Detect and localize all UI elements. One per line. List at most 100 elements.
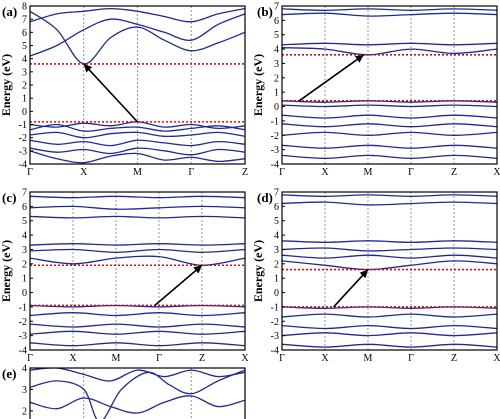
y-tick-label: 1 <box>274 274 279 285</box>
band-line-6 <box>30 131 245 139</box>
plot-frame <box>29 191 246 351</box>
x-tick-label: Γ <box>156 353 162 364</box>
y-axis-title: Energy (eV) <box>251 54 265 116</box>
y-tick-label: 6 <box>274 202 279 213</box>
y-tick-label: 7 <box>22 15 27 26</box>
bands-group <box>282 194 497 348</box>
band-line-10 <box>30 330 245 335</box>
y-tick-label: 6 <box>274 16 279 27</box>
y-tick-label: -2 <box>19 317 27 328</box>
panel-label: (a) <box>2 4 17 19</box>
panel-label: (e) <box>2 366 16 381</box>
band-line-2 <box>282 201 497 206</box>
band-line-10 <box>282 144 497 149</box>
x-tick-label: X <box>69 353 77 364</box>
x-tick-label: Γ <box>279 353 285 364</box>
x-tick-label: M <box>364 353 373 364</box>
band-line-5 <box>282 254 497 259</box>
y-tick-label: 3 <box>274 245 279 256</box>
y-tick-label: -2 <box>271 317 279 328</box>
y-tick-label: 2 <box>22 406 27 417</box>
transition-arrowhead <box>359 269 368 279</box>
y-tick-label: 0 <box>22 288 27 299</box>
band-line-8 <box>282 123 497 128</box>
plot-frame <box>281 191 498 351</box>
y-tick-label: 4 <box>22 54 27 65</box>
plot-frame <box>29 367 246 419</box>
band-line-5 <box>282 100 497 103</box>
band-line-7 <box>30 139 245 147</box>
x-tick-label: Z <box>451 353 457 364</box>
x-tick-label: X <box>493 167 500 178</box>
transition-arrow <box>154 264 203 307</box>
band-line-5 <box>30 123 245 132</box>
y-tick-label: 5 <box>22 216 27 227</box>
x-tick-label: Γ <box>27 167 33 178</box>
band-line-8 <box>30 312 245 317</box>
x-tick-label: X <box>241 353 249 364</box>
y-tick-label: -3 <box>271 331 279 342</box>
band-line-6 <box>30 255 245 266</box>
y-tick-label: -3 <box>271 145 279 156</box>
x-tick-label: X <box>493 353 500 364</box>
panel-label: (b) <box>257 4 273 19</box>
x-tick-label: M <box>112 353 121 364</box>
y-tick-label: 6 <box>22 28 27 39</box>
y-tick-label: 3 <box>22 67 27 78</box>
y-tick-label: -2 <box>271 131 279 142</box>
band-line-6 <box>282 104 497 108</box>
y-tick-label: 1 <box>274 88 279 99</box>
band-line-7 <box>282 114 497 119</box>
y-tick-label: 4 <box>22 364 27 375</box>
x-tick-label: M <box>364 167 373 178</box>
transition-arrow <box>83 63 139 123</box>
y-tick-label: 8 <box>22 2 27 13</box>
band-line-9 <box>282 324 497 330</box>
band-line-9 <box>30 323 245 328</box>
bands-group <box>282 8 497 159</box>
y-tick-label: 5 <box>274 216 279 227</box>
y-tick-label: 0 <box>22 107 27 118</box>
band-line-8 <box>30 147 245 156</box>
y-tick-label: -1 <box>271 116 279 127</box>
panel-a: -4 -3 -2 -1 0 1 2 3 4 5 6 7 8 Γ X M Γ Z Energy (eV) (a) <box>0 2 248 179</box>
band-line-5 <box>30 248 245 253</box>
y-tick-label: 7 <box>22 188 27 199</box>
band-line-4 <box>282 47 497 56</box>
y-tick-label: 3 <box>274 59 279 70</box>
y-tick-label: -1 <box>19 302 27 313</box>
band-line-7 <box>30 304 245 308</box>
band-line-3 <box>30 215 245 219</box>
y-axis-title: Energy (eV) <box>0 54 13 116</box>
panel-e: 2 3 4 (e) <box>2 364 246 419</box>
y-tick-label: 3 <box>22 245 27 256</box>
panel-d: -4 -3 -2 -1 0 1 2 3 4 5 6 7 Γ X M Γ Z X Energy (eV) (d) <box>251 188 500 365</box>
band-line-4 <box>30 243 245 246</box>
band-line-10 <box>282 332 497 337</box>
x-tick-label: M <box>133 167 142 178</box>
band-line-3 <box>30 395 245 414</box>
x-tick-label: Z <box>451 167 457 178</box>
band-line-3 <box>30 7 245 23</box>
x-tick-label: X <box>321 353 329 364</box>
transition-arrowhead <box>193 265 202 274</box>
y-tick-label: -4 <box>271 160 279 171</box>
y-tick-label: 2 <box>274 73 279 84</box>
band-line-11 <box>282 154 497 159</box>
y-tick-label: 2 <box>274 259 279 270</box>
y-tick-label: 3 <box>22 385 27 396</box>
band-line-3 <box>282 42 497 46</box>
band-line-4 <box>282 247 497 252</box>
y-tick-label: -3 <box>19 331 27 342</box>
bands-group <box>30 7 245 164</box>
x-tick-label: Γ <box>279 167 285 178</box>
x-tick-label: Γ <box>188 167 194 178</box>
y-tick-label: 5 <box>274 30 279 41</box>
panel-c: -4 -3 -2 -1 0 1 2 3 4 5 6 7 Γ X M Γ Z X Energy (eV) (c) <box>0 188 249 365</box>
transition-arrowhead <box>354 54 364 63</box>
band-line-7 <box>282 306 497 309</box>
band-line-2 <box>30 13 245 57</box>
panel-label: (d) <box>257 190 273 205</box>
panel-b: -4 -3 -2 -1 0 1 2 3 4 5 6 7 Γ X M Γ Z X Energy (eV) (b) <box>251 2 500 179</box>
